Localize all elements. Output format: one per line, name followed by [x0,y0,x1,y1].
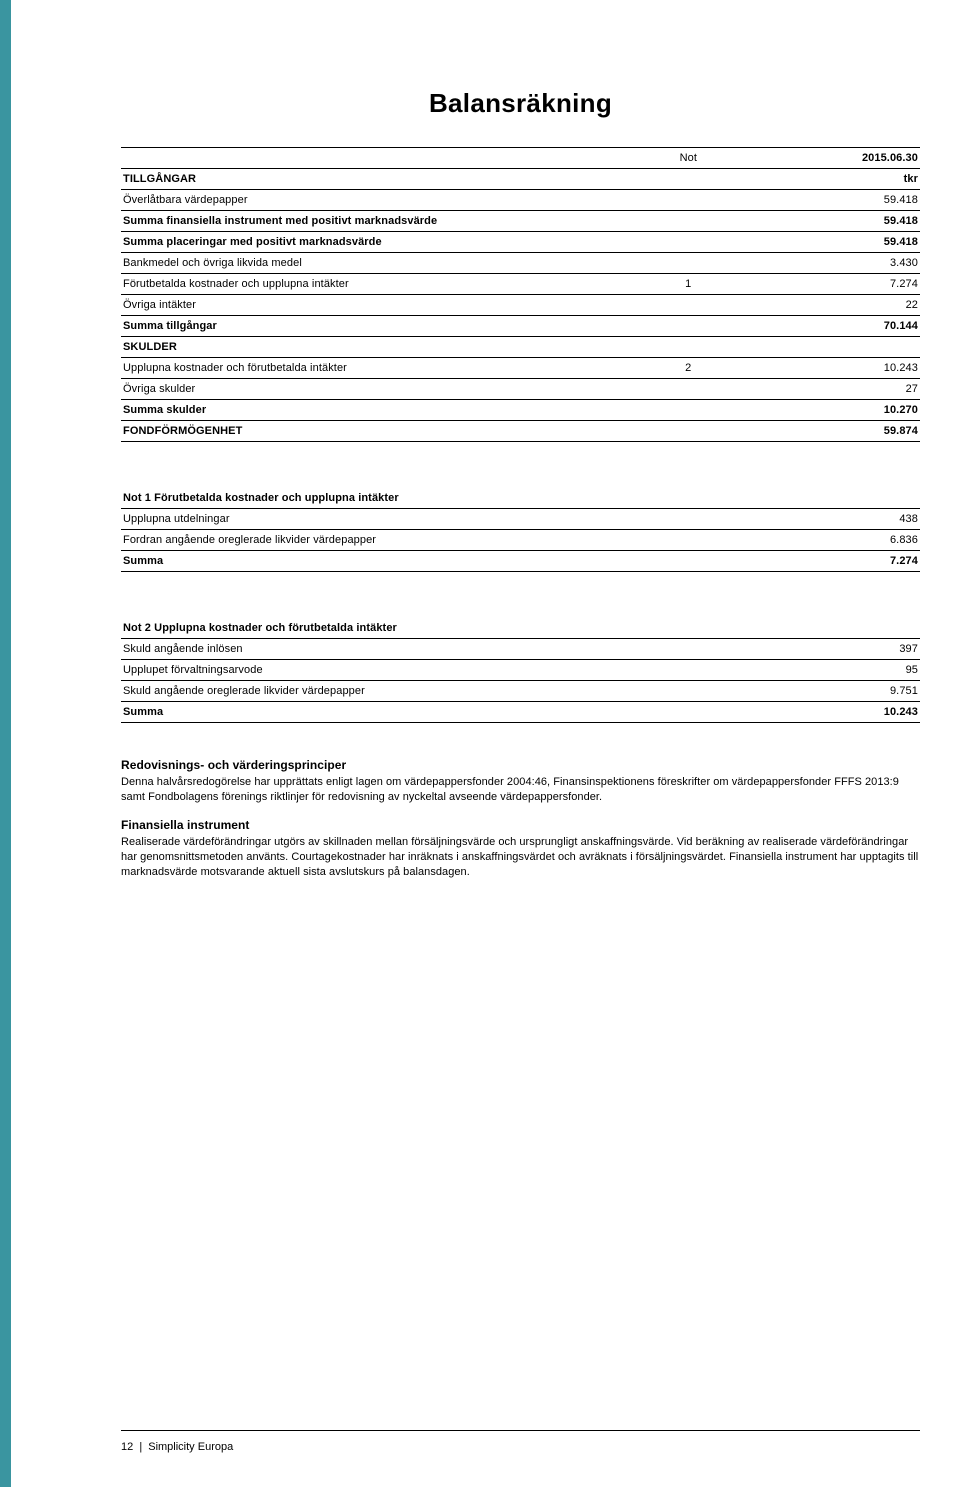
row-not [616,211,760,232]
footer-rule [121,1430,920,1431]
row-not [616,253,760,274]
row-not [616,337,760,358]
row-label: Summa skulder [121,400,616,421]
footer-sep: | [136,1441,145,1453]
row-value: 59.418 [760,211,920,232]
col-not: Not [616,148,760,169]
note2-sum-value: 10.243 [760,702,920,723]
row-not: 1 [616,274,760,295]
col-date: 2015.06.30 [760,148,920,169]
row-value: 10.243 [760,358,920,379]
table-row: Förutbetalda kostnader och upplupna intä… [121,274,920,295]
table-row: Fordran angående oreglerade likvider vär… [121,530,920,551]
row-value: 9.751 [760,681,920,702]
row-label: SKULDER [121,337,616,358]
note1-heading-row: Not 1 Förutbetalda kostnader och upplupn… [121,478,920,509]
row-value: 59.418 [760,190,920,211]
table-row: TILLGÅNGAR tkr [121,169,920,190]
note2-heading-row: Not 2 Upplupna kostnader och förutbetald… [121,608,920,639]
row-not [616,232,760,253]
page-title: Balansräkning [121,88,920,119]
table-row: Upplupna utdelningar438 [121,509,920,530]
row-not [616,379,760,400]
row-not [616,421,760,442]
row-not [616,295,760,316]
row-value: 6.836 [760,530,920,551]
row-value: 95 [760,660,920,681]
row-label: Skuld angående inlösen [121,639,760,660]
note1-sum-row: Summa 7.274 [121,551,920,572]
row-label: Skuld angående oreglerade likvider värde… [121,681,760,702]
footer-name: Simplicity Europa [148,1441,233,1453]
table-row: Överlåtbara värdepapper 59.418 [121,190,920,211]
table-row: Summa finansiella instrument med positiv… [121,211,920,232]
table-row: Upplupna kostnader och förutbetalda intä… [121,358,920,379]
row-value: 7.274 [760,274,920,295]
table-row: Upplupet förvaltningsarvode95 [121,660,920,681]
note2-sum-row: Summa 10.243 [121,702,920,723]
accent-side-bar [0,0,11,1487]
row-label: Summa finansiella instrument med positiv… [121,211,616,232]
row-label: Förutbetalda kostnader och upplupna intä… [121,274,616,295]
row-value: 70.144 [760,316,920,337]
row-value: 3.430 [760,253,920,274]
balance-sheet-table: Not 2015.06.30 TILLGÅNGARtkrÖverlåtbara … [121,147,920,442]
row-label: Summa tillgångar [121,316,616,337]
row-label: Övriga intäkter [121,295,616,316]
row-label: Upplupna utdelningar [121,509,760,530]
row-value: 27 [760,379,920,400]
footer-page: 12 [121,1441,133,1453]
section-heading-0: Redovisnings- och värderingsprinciper [121,757,920,773]
table-row: FONDFÖRMÖGENHET 59.874 [121,421,920,442]
row-label: Summa placeringar med positivt marknadsv… [121,232,616,253]
row-value: 397 [760,639,920,660]
row-value: tkr [760,169,920,190]
row-not [616,169,760,190]
section-heading-1: Finansiella instrument [121,817,920,833]
row-label: TILLGÅNGAR [121,169,616,190]
table-row: Övriga skulder 27 [121,379,920,400]
row-not [616,400,760,421]
table-row: Summa placeringar med positivt marknadsv… [121,232,920,253]
section-text-0: Denna halvårsredogörelse har upprättats … [121,775,920,805]
table-row: Övriga intäkter 22 [121,295,920,316]
row-label: Upplupna kostnader och förutbetalda intä… [121,358,616,379]
note1-sum-value: 7.274 [760,551,920,572]
text-sections: Redovisnings- och värderingsprinciper De… [121,757,920,880]
note2-table: Not 2 Upplupna kostnader och förutbetald… [121,608,920,723]
table-header-row: Not 2015.06.30 [121,148,920,169]
table-row: Summa tillgångar 70.144 [121,316,920,337]
row-label: Upplupet förvaltningsarvode [121,660,760,681]
table-row: Bankmedel och övriga likvida medel 3.430 [121,253,920,274]
row-not [616,190,760,211]
row-not [616,316,760,337]
footer: 12 | Simplicity Europa [121,1441,233,1453]
note2-sum-label: Summa [121,702,760,723]
row-label: Överlåtbara värdepapper [121,190,616,211]
note1-heading: Not 1 Förutbetalda kostnader och upplupn… [121,478,920,509]
row-value: 438 [760,509,920,530]
col-blank [121,148,616,169]
table-row: Summa skulder 10.270 [121,400,920,421]
row-not: 2 [616,358,760,379]
note1-table: Not 1 Förutbetalda kostnader och upplupn… [121,478,920,572]
table-row: Skuld angående oreglerade likvider värde… [121,681,920,702]
row-label: Övriga skulder [121,379,616,400]
page-content: Balansräkning Not 2015.06.30 TILLGÅNGAR t… [11,0,960,892]
note1-sum-label: Summa [121,551,760,572]
row-value: 59.874 [760,421,920,442]
row-value: 10.270 [760,400,920,421]
row-label: Bankmedel och övriga likvida medel [121,253,616,274]
row-value: 59.418 [760,232,920,253]
table-row: SKULDER [121,337,920,358]
row-label: Fordran angående oreglerade likvider vär… [121,530,760,551]
section-text-1: Realiserade värdeförändringar utgörs av … [121,835,920,880]
note2-heading: Not 2 Upplupna kostnader och förutbetald… [121,608,920,639]
row-value: 22 [760,295,920,316]
row-label: FONDFÖRMÖGENHET [121,421,616,442]
table-row: Skuld angående inlösen397 [121,639,920,660]
row-value [760,337,920,358]
